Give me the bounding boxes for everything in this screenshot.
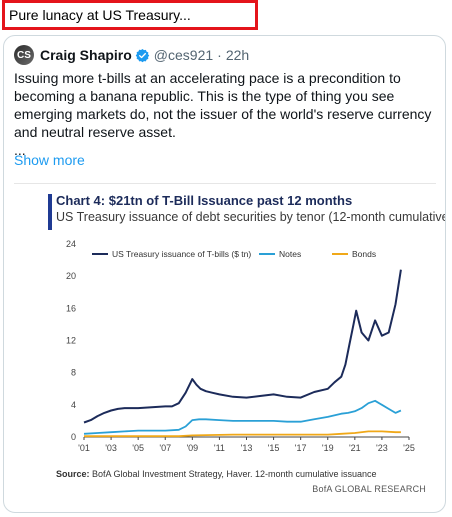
series-line-1 [83,399,402,435]
tweet-ellipsis: ... [14,142,26,158]
y-tick-label: 12 [66,336,76,346]
y-tick-label: 8 [71,368,76,378]
chart-source: Source: BofA Global Investment Strategy,… [56,469,377,479]
x-tick-label: '25 [403,443,415,453]
legend-label-1: Notes [279,249,301,259]
y-tick-label: 24 [66,239,76,249]
source-label: Source: [56,469,90,479]
x-tick-label: '11 [214,443,225,453]
x-tick-label: '13 [241,443,253,453]
tweet-time[interactable]: 22h [225,47,250,63]
y-tick-label: 4 [71,400,76,410]
series-line-2 [84,430,401,438]
tweet-header: CS Craig Shapiro @ces921 · 22h [14,44,249,66]
legend-label-0: US Treasury issuance of T-bills ($ tn) [112,249,251,259]
chart-title: Chart 4: $21tn of T-Bill Issuance past 1… [56,193,353,208]
author-handle[interactable]: @ces921 [153,47,214,63]
chart-title-accent [48,194,52,230]
author-name[interactable]: Craig Shapiro [40,47,132,63]
x-tick-label: '21 [349,443,361,453]
y-tick-label: 16 [66,303,76,313]
chart-plot: 0 4 8 12 16 20 24 '01 '03 '05 '07 '09 '11 '13 '15 '17 '1… [66,239,415,453]
chart-subtitle: US Treasury issuance of debt securities … [56,210,446,224]
x-tick-label: '19 [322,443,334,453]
x-tick-label: '01 [78,443,90,453]
x-tick-label: '03 [105,443,117,453]
chart-image[interactable]: Chart 4: $21tn of T-Bill Issuance past 1… [14,183,445,506]
y-tick-label: 20 [66,271,76,281]
tweet-body: Issuing more t-bills at an accelerating … [14,70,432,140]
legend-label-2: Bonds [352,249,376,259]
avatar-initials: CS [17,49,31,61]
chart-attribution: BofA GLOBAL RESEARCH [312,484,426,494]
caption-text: Pure lunacy at US Treasury... [9,7,191,23]
caption-banner: Pure lunacy at US Treasury... [2,0,258,30]
x-tick-label: '23 [376,443,388,453]
tweet-text: Issuing more t-bills at an accelerating … [14,69,439,159]
x-tick-label: '17 [295,443,307,453]
avatar[interactable]: CS [14,45,34,65]
x-tick-label: '07 [159,443,171,453]
separator-dot: · [217,47,222,63]
series-line-0 [83,269,402,424]
source-text: BofA Global Investment Strategy, Haver. … [92,469,377,479]
x-tick-label: '09 [186,443,198,453]
x-tick-label: '15 [268,443,280,453]
tweet-card[interactable]: CS Craig Shapiro @ces921 · 22h Issuing m… [3,35,446,513]
x-tick-label: '05 [132,443,144,453]
verified-badge-icon [135,48,150,63]
y-tick-label: 0 [71,432,76,442]
show-more-link[interactable]: Show more [14,152,85,168]
